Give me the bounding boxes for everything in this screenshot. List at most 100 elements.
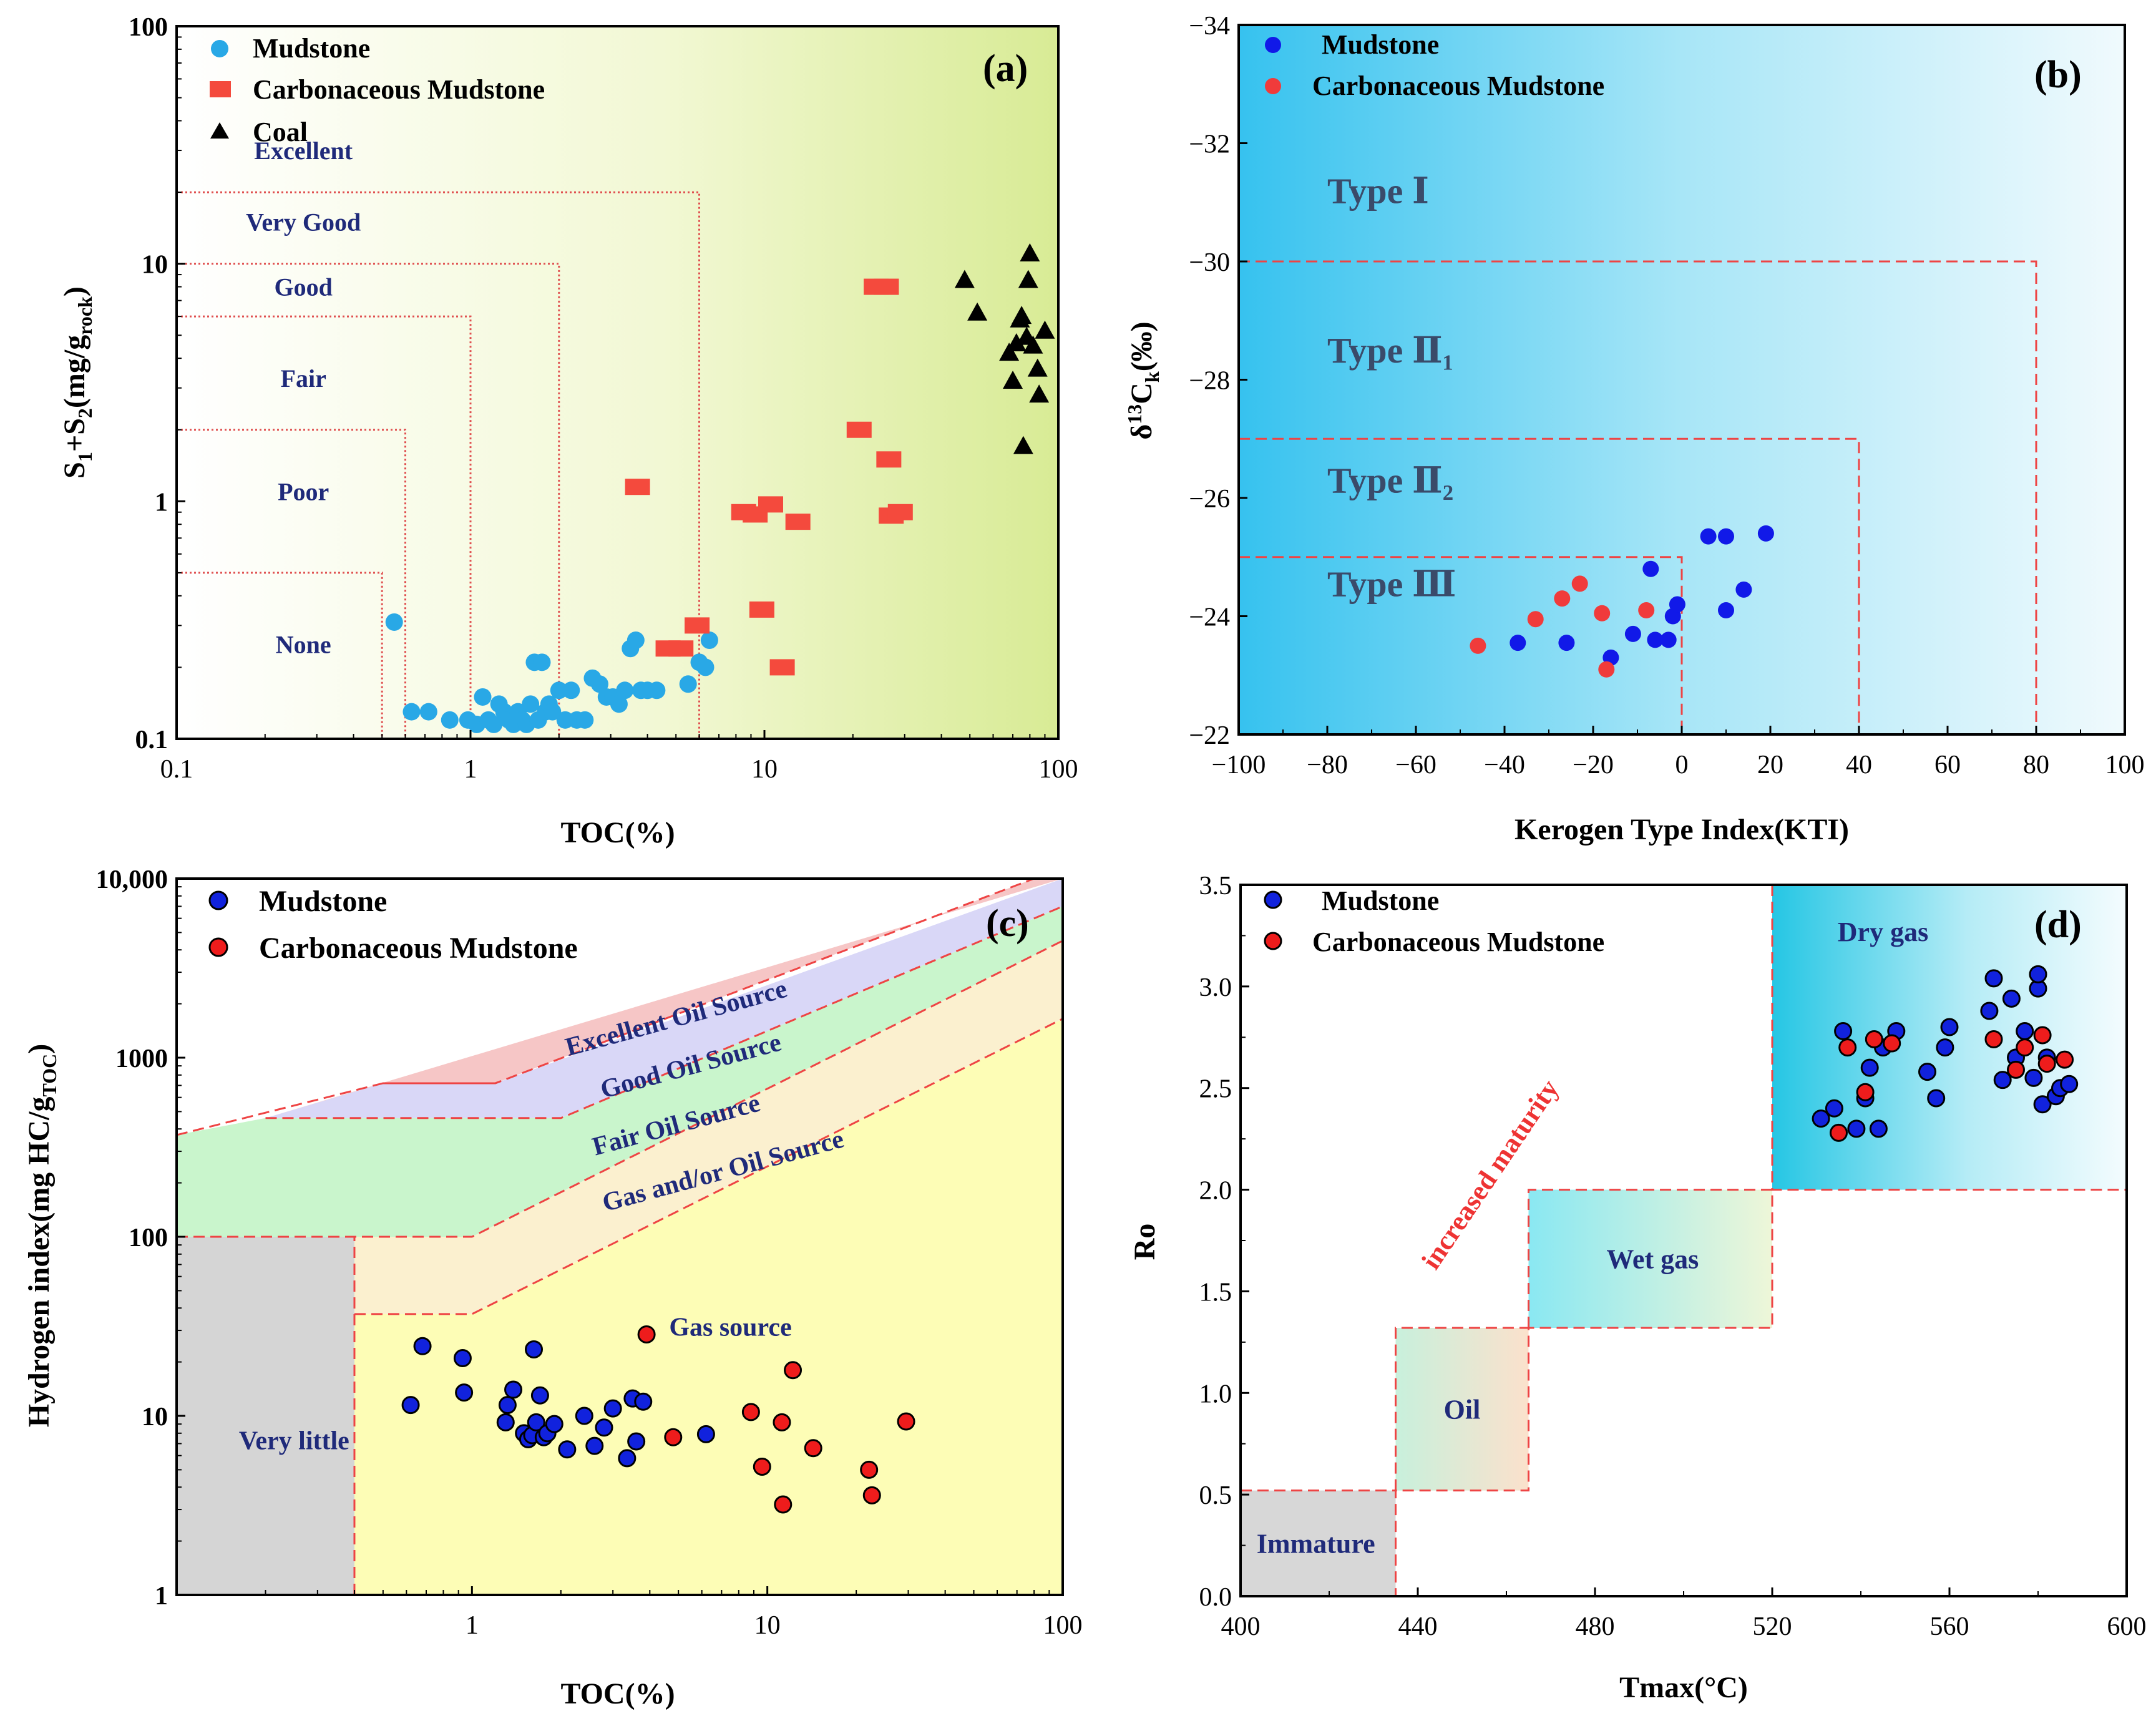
coal-point: [1018, 270, 1038, 288]
mudstone-point: [550, 681, 568, 700]
mudstone-point: [1993, 1071, 2012, 1090]
panel-a-xlabel: TOC(%): [560, 816, 675, 849]
y-tick-label: 1000: [115, 1045, 168, 1073]
legend-carb-marker: [208, 937, 228, 957]
carbonaceous-mudstone-point: [769, 659, 795, 676]
boundary-line: [177, 940, 1063, 1238]
zone-label: Dry gas: [1838, 917, 1928, 947]
panel-b-type-labels: Type Ⅰ Type Ⅱ₁ Type Ⅱ₂ Type Ⅲ: [1327, 170, 1456, 604]
mudstone-point: [1927, 1089, 1946, 1108]
mudstone-point: [616, 681, 634, 700]
panel-d-legend: Mudstone Carbonaceous Mudstone: [1264, 885, 1604, 957]
coal-point: [954, 270, 975, 288]
x-tick-label: 60: [1934, 751, 1961, 779]
mudstone-point: [1757, 525, 1774, 542]
carbonaceous-mudstone-point: [887, 504, 913, 520]
x-tick-label: 0: [1676, 751, 1689, 779]
y-tick-label: 1: [155, 1582, 168, 1611]
panel-c-xlabel: TOC(%): [560, 1677, 675, 1710]
panel-a-class-boundaries: [177, 191, 701, 739]
mudstone-point: [679, 675, 697, 693]
region-gas-source: [354, 1018, 1063, 1595]
x-tick-label: −100: [1212, 751, 1266, 779]
mudstone-point: [562, 681, 580, 700]
mudstone-point: [1624, 625, 1641, 642]
y-tick-label: 2.0: [1199, 1177, 1232, 1206]
carbonaceous-mudstone-point: [1883, 1034, 1901, 1053]
panel-c-legend: Mudstone Carbonaceous Mudstone: [208, 885, 578, 965]
mudstone-point: [1642, 560, 1659, 577]
mudstone-point: [1940, 1018, 1959, 1036]
mudstone-point: [441, 711, 459, 729]
mudstone-point: [455, 1383, 474, 1402]
mudstone-point: [2024, 1068, 2043, 1087]
x-tick-label: 100: [1043, 1611, 1083, 1640]
y-tick-label: 3.5: [1199, 872, 1232, 900]
class-boundary: [177, 191, 701, 739]
mudstone-point: [1918, 1063, 1936, 1081]
carbonaceous-mudstone-point: [874, 278, 899, 295]
mudstone-point: [545, 1415, 563, 1433]
carbonaceous-mudstone-point: [897, 1412, 915, 1431]
mudstone-point: [590, 675, 608, 693]
legend-carb-marker: [1264, 932, 1282, 950]
x-tick-label: 560: [1930, 1612, 1969, 1641]
class-label: Poor: [278, 478, 329, 506]
y-tick-label: 0.0: [1199, 1583, 1232, 1612]
mudstone-point: [595, 1418, 613, 1437]
mudstone-point: [634, 1392, 653, 1411]
carbonaceous-mudstone-point: [625, 479, 650, 495]
class-label: Excellent: [254, 137, 353, 165]
y-tick-label: 10: [142, 251, 168, 280]
legend-mudstone-label: Mudstone: [253, 33, 370, 64]
carbonaceous-mudstone-point: [773, 1413, 791, 1431]
legend-carb-marker: [210, 81, 231, 97]
boundary-line: [354, 1018, 1063, 1315]
mudstone-point: [474, 688, 492, 706]
carbonaceous-mudstone-point: [774, 1495, 793, 1514]
mudstone-point: [2029, 965, 2047, 983]
x-tick-label: 100: [2105, 751, 2145, 779]
legend-carb-label: Carbonaceous Mudstone: [1312, 71, 1604, 101]
class-boundary: [177, 572, 383, 739]
mudstone-point: [2033, 1095, 2052, 1114]
y-tick-label: 100: [129, 13, 168, 42]
zone-label: Oil: [1444, 1394, 1481, 1425]
zone-wet-gas: [1528, 1189, 1772, 1328]
legend-mudstone-marker: [1265, 37, 1281, 53]
y-tick-label: −28: [1189, 367, 1230, 396]
coal-point: [999, 343, 1020, 361]
y-tick-label: −26: [1189, 485, 1230, 514]
coal-point: [1006, 333, 1027, 352]
panel-a: Excellent Very Good Good Fair Poor None 0.1 1 1…: [58, 13, 1078, 849]
panel-a-ticks: 0.1 1 10 100 0.1 1 10 100: [129, 13, 1078, 784]
panel-c-ylabel: Hydrogen index(mg HC/gTOC): [22, 1044, 61, 1428]
carbonaceous-mudstone-point: [860, 1460, 879, 1479]
mudstone-point: [603, 1399, 622, 1418]
y-tick-label: 10,000: [96, 865, 168, 894]
mudstone-point: [1669, 596, 1685, 613]
coal-point: [1023, 335, 1043, 354]
y-tick-label: 2.5: [1199, 1075, 1232, 1104]
class-boundary: [177, 263, 560, 739]
legend-carb-label: Carbonaceous Mudstone: [253, 74, 545, 105]
carbonaceous-mudstone-point: [2037, 1055, 2056, 1073]
region-excellent-oil-source: [265, 879, 1063, 1118]
x-tick-label: 20: [1757, 751, 1783, 779]
mudstone-point: [696, 658, 715, 676]
mudstone-point: [453, 1349, 472, 1368]
coal-point: [1013, 436, 1033, 454]
panel-d-xlabel: Tmax(°C): [1619, 1671, 1748, 1704]
mudstone-point: [530, 1386, 549, 1405]
y-tick-label: −22: [1189, 721, 1230, 750]
mudstone-point: [544, 703, 562, 721]
mudstone-point: [2002, 989, 2021, 1008]
mudstone-point: [1510, 635, 1526, 651]
type-label: Type Ⅲ: [1327, 563, 1456, 604]
mudstone-point: [696, 1425, 715, 1443]
carbonaceous-mudstone-point: [753, 1458, 771, 1476]
panel-a-plot-background: [177, 26, 1058, 739]
class-label: Good: [274, 273, 332, 301]
y-tick-label: 3.0: [1199, 973, 1232, 1002]
